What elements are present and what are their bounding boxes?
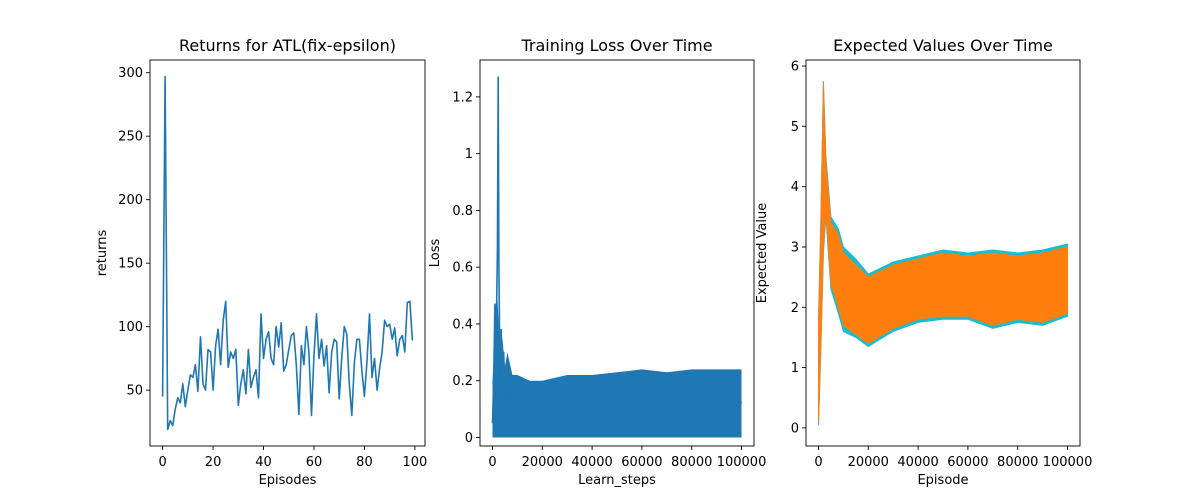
y-tick-label: 0.6 [452,261,473,276]
y-tick-label: 1 [791,361,799,376]
x-tick-label: 80000 [997,455,1038,470]
x-tick-label: 100000 [717,455,767,470]
y-axis-label: returns [95,230,110,277]
axes-frame [805,59,1081,447]
chart-panel-2: 0 20000 40000 60000 80000 100000 0 0.2 0.4 0.6 0.8… [428,36,766,488]
x-tick-label: 20 [205,455,222,470]
series-line-1 [491,76,743,424]
x-tick-label: 100 [402,455,427,470]
y-tick-label: 4 [791,180,799,195]
y-tick-label: 50 [126,384,143,399]
y-tick-label: 0 [465,431,473,446]
plot-area [818,81,1068,425]
x-tick-label: 0 [814,455,822,470]
x-tick-label: 100000 [1043,455,1093,470]
chart-title: Training Loss Over Time [520,36,712,55]
x-tick-label: 20000 [848,455,889,470]
y-tick-label: 0 [791,421,799,436]
y-tick-label: 0.2 [452,374,473,389]
axes-frame [479,59,755,447]
y-tick-label: 0.4 [452,317,473,332]
y-axis-label: Loss [428,239,443,268]
axes-frame [149,59,426,447]
y-axis-label: Expected Value [755,203,770,303]
chart-panel-3: 0 20000 40000 60000 80000 100000 0 1 2 3 4 5 6 Expect… [755,36,1092,488]
y-tick-label: 200 [118,193,143,208]
y-tick-label: 150 [118,257,143,272]
y-tick-label: 5 [791,120,799,135]
series-band-1 [492,295,742,438]
chart-panel-1: 0 20 40 60 80 100 50 100 150 200 250 300 Returns for… [95,36,427,488]
x-tick-label: 40000 [571,455,612,470]
y-tick-label: 300 [118,66,143,81]
x-tick-label: 80000 [671,455,712,470]
x-axis-label: Learn_steps [578,473,656,488]
x-tick-label: 60 [306,455,323,470]
plot-area [491,76,743,438]
y-tick-label: 1 [465,147,473,162]
y-tick-label: 0.8 [452,204,473,219]
y-tick-label: 100 [118,320,143,335]
x-axis-label: Episode [917,473,968,488]
chart-title: Expected Values Over Time [833,36,1053,55]
y-tick-label: 250 [118,130,143,145]
y-tick-label: 6 [791,60,799,75]
series-line-1 [161,75,414,431]
chart-title: Returns for ATL(fix-epsilon) [179,36,396,55]
x-tick-label: 40 [255,455,272,470]
x-tick-label: 0 [488,455,496,470]
y-tick-label: 3 [791,240,799,255]
y-tick-label: 1.2 [452,90,473,105]
x-tick-label: 0 [158,455,166,470]
x-tick-label: 20000 [522,455,563,470]
series-band-2 [818,84,1068,422]
y-tick-label: 2 [791,301,799,316]
plot-area [161,75,414,431]
x-tick-label: 40000 [897,455,938,470]
x-tick-label: 60000 [621,455,662,470]
x-tick-label: 80 [356,455,373,470]
x-axis-label: Episodes [259,473,317,488]
x-tick-label: 60000 [947,455,988,470]
